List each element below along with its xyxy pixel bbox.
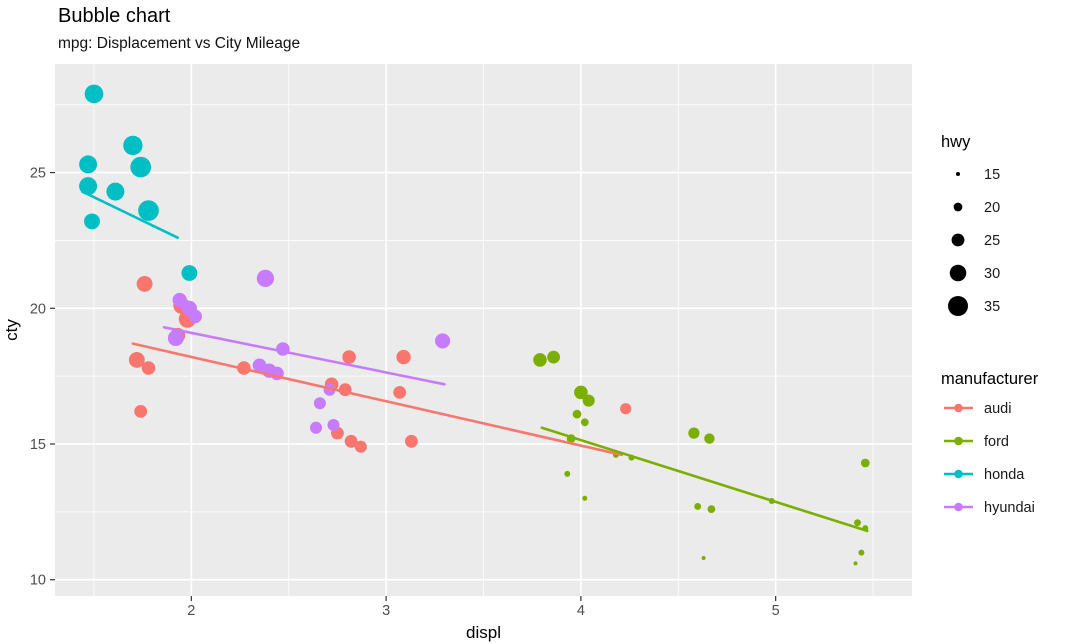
data-point-honda <box>138 200 159 221</box>
data-point-audi <box>620 403 632 415</box>
data-point-ford <box>860 458 870 468</box>
data-point-hyundai <box>256 269 275 288</box>
data-point-hyundai <box>172 292 187 308</box>
data-point-hyundai <box>313 397 326 410</box>
data-point-honda <box>79 177 98 196</box>
chart-title: Bubble chart <box>58 5 171 27</box>
y-tick-label: 25 <box>30 166 46 182</box>
data-point-honda <box>84 213 100 230</box>
trend-line-hyundai <box>162 325 446 386</box>
x-tick-label: 5 <box>772 603 780 619</box>
data-point-ford <box>701 556 706 560</box>
size-legend-title: hwy <box>941 133 971 151</box>
trend-line-ford <box>540 426 869 533</box>
chart-subtitle: mpg: Displacement vs City Mileage <box>58 35 301 52</box>
data-point-audi <box>136 275 153 292</box>
axis-ticks: 2 3 4 5 10 15 20 25 <box>30 166 780 619</box>
data-point-hyundai <box>309 421 323 434</box>
x-tick-label: 4 <box>577 603 585 619</box>
axis-titles: displ cty <box>2 319 501 642</box>
color-legend-dot-honda <box>954 469 963 479</box>
data-point-hyundai <box>435 333 451 349</box>
data-point-hyundai <box>276 342 290 356</box>
legend-color: manufacturer audi ford honda hyundai <box>941 370 1039 516</box>
y-tick-label: 10 <box>30 573 46 589</box>
color-legend-label-honda: honda <box>984 467 1025 483</box>
data-point-ford <box>582 394 595 407</box>
data-point-honda <box>106 182 125 201</box>
data-point-ford <box>574 385 588 400</box>
color-legend-title: manufacturer <box>941 370 1039 388</box>
data-point-ford <box>533 353 547 367</box>
data-point-ford <box>704 433 715 444</box>
color-legend-dot-audi <box>954 403 963 413</box>
data-point-hyundai <box>167 330 184 347</box>
size-legend-label: 35 <box>984 299 1000 315</box>
x-tick-label: 2 <box>187 603 195 619</box>
series-points-hyundai <box>167 269 451 434</box>
data-point-honda <box>181 265 198 281</box>
color-legend-dot-hyundai <box>954 502 963 512</box>
data-point-audi <box>404 434 418 448</box>
data-point-audi <box>354 440 367 453</box>
data-point-audi <box>141 361 156 375</box>
x-tick-label: 3 <box>382 603 390 619</box>
size-legend-key <box>951 233 965 247</box>
data-point-audi <box>396 349 411 365</box>
x-axis-title: displ <box>466 623 501 642</box>
size-legend-key <box>956 172 960 176</box>
color-legend-dot-ford <box>954 436 963 446</box>
data-point-ford <box>572 409 582 419</box>
data-point-ford <box>707 505 716 513</box>
grid-minor <box>55 64 912 596</box>
data-point-honda <box>123 135 143 156</box>
data-point-hyundai <box>188 309 202 324</box>
size-legend-key <box>948 296 968 316</box>
color-legend-label-hyundai: hyundai <box>984 500 1035 516</box>
grid-major <box>55 64 912 596</box>
size-legend-label: 15 <box>984 167 1000 183</box>
size-legend-label: 30 <box>984 266 1000 282</box>
trend-line-honda <box>81 190 179 239</box>
color-legend-label-ford: ford <box>984 434 1009 450</box>
data-point-ford <box>580 418 589 427</box>
data-point-audi <box>342 350 356 364</box>
data-point-audi <box>128 351 145 368</box>
size-legend-key <box>953 202 963 212</box>
trend-line-audi <box>131 342 624 457</box>
series-points-honda <box>79 84 198 281</box>
data-point-ford <box>688 427 700 439</box>
y-tick-label: 15 <box>30 437 46 453</box>
data-point-audi <box>344 434 358 448</box>
data-point-ford <box>694 502 702 510</box>
color-legend-label-audi: audi <box>984 401 1011 417</box>
data-point-ford <box>854 519 861 527</box>
data-point-audi <box>134 404 148 418</box>
y-tick-label: 20 <box>30 301 46 317</box>
data-point-ford <box>564 470 571 477</box>
data-point-ford <box>547 350 561 364</box>
data-point-ford <box>853 561 858 566</box>
data-point-ford <box>858 549 865 556</box>
size-legend-key <box>949 264 967 282</box>
legend-size: hwy 15 20 25 30 35 <box>941 133 1000 316</box>
data-point-hyundai <box>327 418 340 432</box>
data-point-audi <box>393 385 407 399</box>
y-axis-title: cty <box>2 319 21 341</box>
data-point-honda <box>79 155 98 174</box>
data-point-ford <box>582 495 588 501</box>
size-legend-label: 25 <box>984 233 1000 249</box>
data-point-honda <box>84 84 104 104</box>
series-points-ford <box>533 350 870 566</box>
data-point-honda <box>130 156 152 178</box>
size-legend-label: 20 <box>984 200 1000 216</box>
